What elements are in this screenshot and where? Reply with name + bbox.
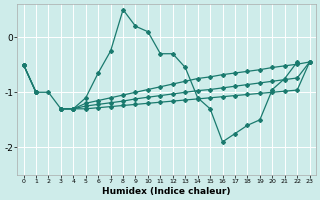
X-axis label: Humidex (Indice chaleur): Humidex (Indice chaleur) [102,187,231,196]
